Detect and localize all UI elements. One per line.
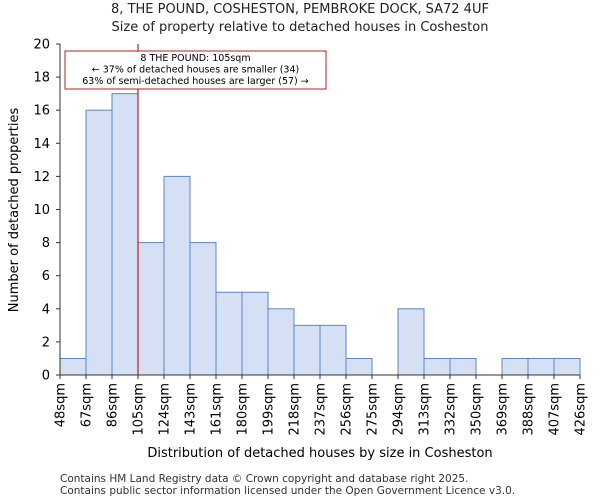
x-tick-label: 161sqm [210, 383, 225, 436]
y-tick-label: 8 [42, 236, 50, 251]
x-tick-label: 105sqm [132, 383, 147, 436]
x-tick-label: 237sqm [314, 383, 329, 436]
bar-294sqm [397, 308, 425, 376]
bar-256sqm [345, 357, 373, 376]
x-tick-label: 388sqm [522, 383, 537, 436]
chart-title: 8, THE POUND, COSHESTON, PEMBROKE DOCK, … [111, 2, 489, 17]
bar-124sqm [163, 175, 191, 376]
x-tick-label: 426sqm [574, 383, 589, 436]
y-tick-label: 12 [33, 170, 50, 185]
x-tick-label: 407sqm [548, 383, 563, 436]
bar-369sqm [501, 357, 529, 376]
annotation-line-3: 63% of semi-detached houses are larger (… [82, 76, 309, 87]
annotation-box [64, 50, 327, 90]
bar-313sqm [423, 357, 451, 376]
y-axis-label: Number of detached properties [7, 108, 22, 313]
y-tick-label: 16 [33, 104, 50, 119]
y-tick-label: 20 [33, 38, 50, 53]
bar-86sqm [111, 93, 139, 376]
bar-332sqm [449, 357, 477, 376]
bar-105sqm [137, 242, 165, 376]
bar-180sqm [241, 291, 269, 376]
y-tick-label: 4 [42, 302, 50, 317]
bar-237sqm [319, 324, 347, 376]
x-tick-label: 332sqm [444, 383, 459, 436]
x-tick-label: 48sqm [54, 383, 69, 427]
x-tick-label: 67sqm [80, 383, 95, 427]
bar-199sqm [267, 308, 295, 376]
bar-407sqm [553, 357, 581, 376]
bars-group [59, 93, 581, 376]
annotation-line-2: ← 37% of detached houses are smaller (34… [92, 65, 299, 76]
y-tick-label: 0 [42, 369, 50, 384]
bar-143sqm [189, 242, 217, 376]
x-tick-label: 275sqm [366, 383, 381, 436]
annotation-line-1: 8 THE POUND: 105sqm [140, 53, 250, 64]
x-tick-label: 199sqm [262, 383, 277, 436]
x-tick-label: 256sqm [340, 383, 355, 436]
y-tick-label: 10 [33, 203, 50, 218]
y-axis: 0 2 4 6 8 10 12 14 16 18 20 [33, 38, 61, 384]
bar-218sqm [293, 324, 321, 376]
bar-48sqm [59, 357, 87, 376]
x-tick-label: 86sqm [106, 383, 121, 427]
bar-388sqm [527, 357, 555, 376]
x-tick-label: 350sqm [470, 383, 485, 436]
x-tick-label: 218sqm [288, 383, 303, 436]
x-tick-label: 180sqm [236, 383, 251, 436]
bar-67sqm [85, 109, 113, 376]
x-tick-label: 313sqm [418, 383, 433, 436]
bar-161sqm [215, 291, 243, 376]
x-tick-label: 294sqm [392, 383, 407, 436]
chart-subtitle: Size of property relative to detached ho… [111, 20, 489, 35]
x-axis-label: Distribution of detached houses by size … [147, 446, 492, 461]
footer-line-2: Contains public sector information licen… [60, 485, 516, 497]
x-axis: 48sqm 67sqm 86sqm 105sqm 124sqm 143sqm 161sqm 1… [54, 374, 589, 436]
y-tick-label: 6 [42, 269, 50, 284]
x-tick-label: 369sqm [496, 383, 511, 436]
footer-line-1: Contains HM Land Registry data © Crown c… [60, 473, 469, 485]
y-tick-label: 2 [42, 335, 50, 350]
x-tick-label: 124sqm [158, 383, 173, 436]
y-tick-label: 14 [33, 137, 50, 152]
y-tick-label: 18 [33, 71, 50, 86]
x-tick-label: 143sqm [184, 383, 199, 436]
